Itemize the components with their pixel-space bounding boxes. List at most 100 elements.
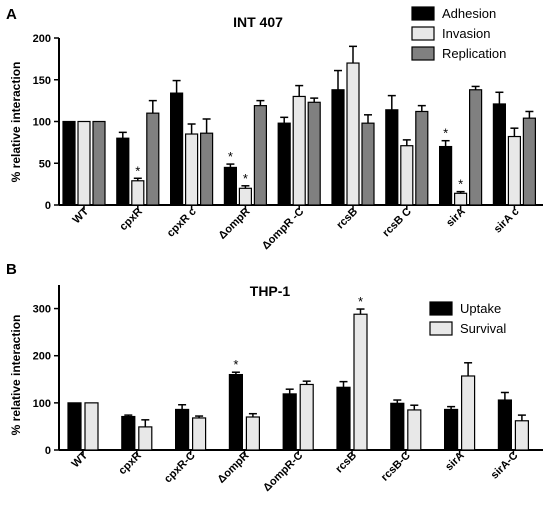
panel-a-bar-adhesion-sira (439, 145, 453, 206)
panel-a-category-label-ompr-c: ΔompR -C (260, 206, 307, 253)
panel-a-y-tick-label: 150 (33, 75, 51, 87)
panel-b-legend: Uptake Survival (429, 301, 506, 336)
panel-a-bar-invasion-sira (454, 192, 468, 206)
panel-b-category-label-cpxr: cpxR (116, 450, 144, 478)
panel-a-significance-invasion-ompr: * (243, 171, 248, 186)
panel-a-bar-invasion-cpxr (131, 180, 145, 206)
panel-b-category-label-ompr-c: ΔompR-C (261, 450, 305, 494)
panel-b-bar-uptake-rcsb (336, 386, 351, 451)
panel-b-title: THP-1 (250, 283, 291, 299)
panel-a-category-label-ompr: ΔompR (216, 206, 252, 242)
panel-a-bar-adhesion-wt (62, 120, 76, 206)
panel-a-category-label-rcsb-c: rcsB C (380, 206, 414, 240)
panel-a-y-tick-label: 100 (33, 117, 51, 129)
panel-a-significance-adhesion-sira: * (443, 126, 448, 141)
panel-a-bar-invasion-ompr (238, 187, 252, 206)
panel-a-bar-replication-rcsb-c (415, 110, 429, 206)
panel-b-bar-uptake-ompr (228, 373, 243, 451)
panel-b-bar-survival-ompr (245, 416, 260, 451)
panel-a-y-tick-label: 0 (45, 200, 51, 212)
panel-a-category-label-rcsb: rcsB (334, 206, 360, 232)
panel-a-legend: Adhesion Invasion Replication (411, 6, 506, 61)
panel-a-legend-label-replication: Replication (442, 46, 506, 61)
panel-a-category-label-sira: sirA (444, 206, 468, 230)
panel-a-y-tick-label: 200 (33, 33, 51, 45)
panel-b-category-label-sira: sirA (443, 450, 467, 474)
panel-b-y-axis-label: % relative interaction (9, 315, 23, 436)
panel-b-bar-uptake-wt (67, 402, 82, 451)
panel-a-bar-adhesion-ompr (223, 166, 237, 206)
panel-b-bar-survival-wt (84, 402, 99, 451)
panel-b-category-label-cpxr-c: cpxR-C (162, 450, 198, 486)
panel-a-bar-invasion-cpxr-c (185, 133, 199, 206)
panel-a-bar-invasion-rcsb-c (400, 145, 414, 206)
panel-b-significance-survival-rcsb: * (358, 294, 363, 309)
panel-b-category-label-wt: WT (70, 449, 91, 470)
panel-a-chart: A INT 407 % relative interaction * * * * * 0… (6, 6, 543, 252)
panel-b-bar-uptake-ompr-c (282, 393, 297, 451)
panel-a-bar-adhesion-rcsb-c (385, 109, 399, 206)
panel-b-y-tick-label: 100 (33, 398, 51, 410)
panel-a-legend-label-invasion: Invasion (442, 26, 490, 41)
panel-b-bar-uptake-sira (444, 408, 459, 451)
panel-a-y-tick-label: 50 (39, 158, 51, 170)
panel-b-y-tick-label: 300 (33, 304, 51, 316)
panel-a-letter: A (6, 6, 17, 23)
panel-a-bar-invasion-rcsb (346, 62, 360, 206)
panel-b-bar-uptake-sira-c (497, 399, 512, 451)
panel-a-significance-adhesion-ompr: * (228, 149, 233, 164)
panel-b-bar-survival-ompr-c (299, 383, 314, 451)
panel-a-legend-swatch-replication (411, 46, 435, 61)
panel-a-bar-adhesion-rcsb (331, 89, 345, 206)
panel-b-chart: B THP-1 % relative interaction * * 0 100 20… (6, 261, 543, 494)
panel-a-bar-replication-wt (92, 120, 106, 206)
panel-a-legend-swatch-adhesion (411, 6, 435, 21)
panel-a-legend-label-adhesion: Adhesion (442, 6, 496, 21)
panel-a-bar-invasion-sira-c (507, 135, 521, 206)
panel-b-category-label-sira-c: sirA-C (489, 450, 521, 482)
panel-a-bar-invasion-wt (77, 120, 91, 206)
panel-b-category-label-ompr: ΔompR (215, 450, 251, 486)
panel-a-category-label-cpxr-c: cpxR c (165, 206, 199, 240)
panel-b-category-label-rcsb: rcsB (333, 450, 359, 476)
panel-a-significance-invasion-cpxr: * (135, 163, 140, 178)
panel-b-letter: B (6, 261, 17, 278)
panel-b-legend-label-uptake: Uptake (460, 301, 501, 316)
panel-b-bar-survival-rcsb (353, 313, 368, 451)
panel-b-category-label-rcsb-c: rcsB-C (379, 450, 413, 484)
panel-a-title: INT 407 (233, 14, 283, 30)
panel-a-significance-invasion-sira: * (458, 177, 463, 192)
panel-a-bar-adhesion-sira-c (492, 103, 506, 206)
panel-a-legend-swatch-invasion (411, 26, 435, 41)
panel-b-significance-uptake-ompr: * (233, 357, 238, 372)
panel-a-category-label-wt: WT (71, 205, 92, 226)
panel-b-bar-uptake-cpxr-c (175, 408, 190, 451)
panel-a-bar-invasion-ompr-c (292, 95, 306, 206)
panel-a-bar-adhesion-cpxr-c (170, 92, 184, 206)
panel-a-bar-replication-rcsb (361, 122, 375, 206)
panel-b-legend-label-survival: Survival (460, 321, 506, 336)
panel-a-bar-replication-cpxr-c (200, 132, 214, 206)
panel-b-y-tick-label: 200 (33, 351, 51, 363)
panel-a-y-axis-label: % relative interaction (9, 62, 23, 183)
panel-b-bar-survival-sira (461, 375, 476, 451)
panel-b-y-tick-label: 0 (45, 445, 51, 457)
panel-b-bar-uptake-cpxr (121, 415, 136, 451)
panel-a-category-label-cpxr: cpxR (117, 206, 145, 234)
panel-a-category-label-sira-c: sirA c (492, 206, 522, 236)
panel-b-bar-survival-sira-c (514, 420, 530, 451)
panel-a-bar-replication-ompr-c (307, 101, 321, 206)
panel-a-bar-adhesion-ompr-c (277, 122, 291, 206)
panel-a-bar-adhesion-cpxr (116, 137, 130, 206)
panel-b-legend-swatch-uptake (429, 301, 453, 316)
panel-b-bar-survival-cpxr-c (192, 417, 207, 451)
panel-b-bar-uptake-rcsb-c (390, 402, 405, 451)
panel-a-bar-replication-cpxr (146, 112, 160, 206)
panel-a-bar-replication-ompr (253, 105, 267, 206)
panel-a-bar-replication-sira (469, 89, 483, 206)
panel-b-legend-swatch-survival (429, 321, 453, 336)
panel-b-bar-survival-rcsb-c (407, 409, 422, 451)
panel-b-bar-survival-cpxr (138, 426, 153, 451)
panel-a-bar-replication-sira-c (522, 117, 537, 206)
